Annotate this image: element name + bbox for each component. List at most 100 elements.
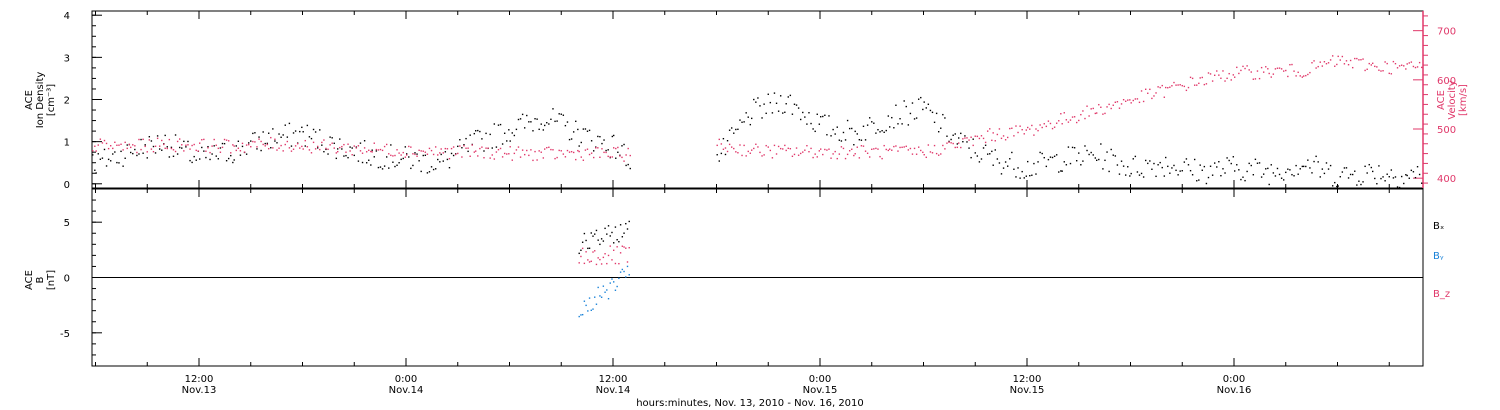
- data-point: [899, 146, 901, 149]
- data-point: [523, 127, 526, 129]
- field-tick-label: -5: [60, 329, 70, 340]
- data-point: [577, 128, 579, 131]
- data-point: [1075, 121, 1078, 124]
- data-point: [1236, 164, 1238, 166]
- data-point: [517, 118, 520, 121]
- data-point: [597, 147, 599, 149]
- data-point: [564, 156, 567, 158]
- data-point: [791, 155, 794, 157]
- data-point: [1045, 165, 1048, 168]
- data-point: [1043, 156, 1045, 159]
- data-point: [321, 141, 323, 144]
- data-point: [120, 150, 122, 153]
- data-point: [1303, 165, 1305, 168]
- data-point: [1061, 170, 1063, 172]
- data-point: [116, 161, 118, 164]
- data-point: [1250, 71, 1252, 73]
- data-point: [247, 142, 250, 144]
- data-point: [406, 154, 408, 156]
- data-point: [986, 130, 989, 132]
- data-point: [178, 138, 181, 140]
- data-point: [493, 123, 496, 125]
- data-point: [274, 140, 276, 142]
- data-point: [1051, 127, 1054, 130]
- data-point: [538, 128, 540, 131]
- data-point: [546, 146, 548, 149]
- data-point: [1000, 173, 1003, 175]
- data-point: [1023, 177, 1025, 179]
- data-point: [814, 153, 816, 155]
- data-point: [1049, 156, 1052, 158]
- data-point: [623, 270, 625, 273]
- data-point: [442, 152, 444, 154]
- data-point: [161, 149, 163, 151]
- data-point: [1364, 69, 1366, 72]
- data-point: [250, 146, 252, 148]
- data-point: [193, 155, 195, 158]
- data-point: [440, 148, 442, 150]
- data-point: [920, 96, 922, 99]
- data-point: [550, 118, 552, 121]
- data-point: [594, 296, 596, 298]
- data-point: [614, 262, 617, 265]
- velocity-tick-label: 600: [1437, 76, 1456, 87]
- data-point: [901, 146, 903, 149]
- data-point: [592, 251, 594, 253]
- data-point: [913, 147, 916, 150]
- data-point: [394, 154, 396, 157]
- data-point: [923, 153, 925, 156]
- data-point: [871, 148, 873, 150]
- data-point: [1329, 164, 1332, 167]
- data-point: [617, 146, 619, 149]
- data-point: [1218, 74, 1220, 76]
- data-point: [1169, 172, 1171, 174]
- data-point: [1260, 176, 1263, 178]
- data-point: [314, 148, 317, 150]
- data-point: [991, 150, 993, 153]
- data-point: [915, 117, 918, 119]
- data-point: [319, 148, 321, 151]
- data-point: [260, 149, 262, 152]
- data-point: [134, 148, 136, 151]
- data-point: [284, 143, 286, 146]
- b-series-2: [578, 245, 630, 266]
- data-point: [1017, 131, 1019, 134]
- data-point: [570, 150, 573, 153]
- data-point: [296, 142, 299, 145]
- data-point: [1155, 92, 1157, 94]
- data-point: [1295, 164, 1297, 167]
- data-point: [521, 149, 524, 151]
- data-point: [984, 144, 987, 147]
- data-point: [1134, 98, 1137, 100]
- data-point: [1347, 177, 1350, 179]
- data-point: [730, 127, 733, 129]
- data-point: [1153, 95, 1155, 97]
- data-point: [1191, 174, 1194, 176]
- data-point: [588, 297, 591, 299]
- data-point: [763, 154, 765, 156]
- data-point: [942, 113, 944, 116]
- data-point: [1382, 70, 1384, 72]
- data-point: [1122, 165, 1125, 167]
- data-point: [306, 124, 309, 127]
- data-point: [1181, 84, 1183, 87]
- data-point: [1285, 69, 1287, 72]
- data-point: [388, 167, 390, 169]
- data-point: [1110, 148, 1112, 151]
- data-point: [339, 138, 341, 140]
- data-point: [213, 145, 215, 147]
- data-point: [227, 157, 230, 160]
- data-point: [132, 144, 134, 146]
- data-point: [858, 138, 861, 141]
- data-point: [1400, 64, 1403, 66]
- data-point: [854, 153, 856, 155]
- data-point: [582, 159, 585, 161]
- data-point: [745, 112, 747, 114]
- data-point: [1246, 170, 1248, 173]
- data-point: [1092, 107, 1094, 110]
- data-point: [595, 229, 598, 232]
- data-point: [1084, 145, 1086, 147]
- data-point: [1248, 69, 1250, 71]
- data-point: [1144, 88, 1147, 90]
- data-point: [1362, 181, 1364, 183]
